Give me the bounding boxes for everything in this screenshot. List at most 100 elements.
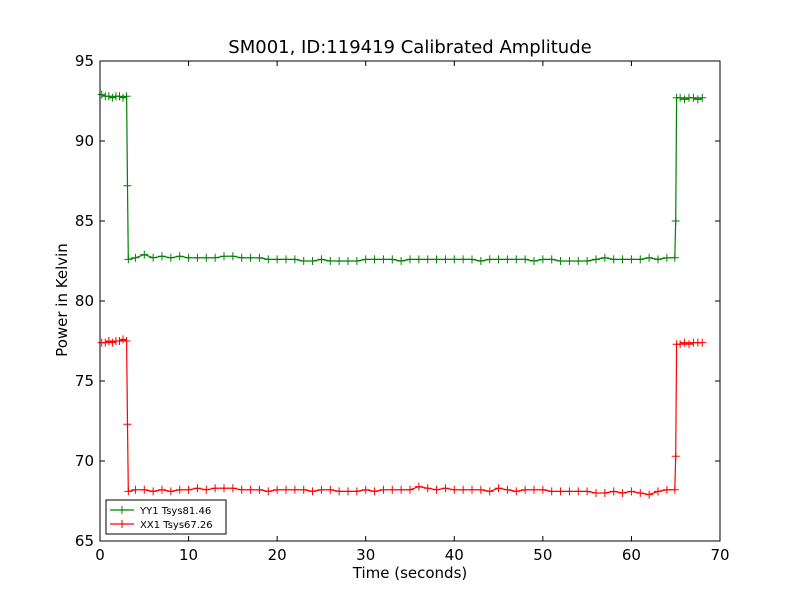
legend-label: YY1 Tsys81.46 [139, 506, 211, 517]
data-point [246, 253, 255, 262]
data-point [636, 255, 645, 264]
data-point [494, 484, 503, 493]
data-point [671, 217, 680, 225]
data-point [335, 257, 344, 265]
data-point [308, 487, 317, 496]
y-tick-label: 75 [75, 372, 94, 390]
data-point [680, 95, 689, 104]
x-tick-label: 20 [268, 546, 287, 564]
data-point [149, 253, 158, 262]
data-point [379, 255, 388, 264]
legend-marker [118, 520, 126, 528]
data-point [202, 253, 211, 262]
data-point [609, 487, 618, 496]
data-point [379, 485, 388, 494]
data-point [282, 485, 290, 494]
data-point [97, 90, 106, 99]
data-point [122, 92, 131, 101]
data-point [184, 253, 193, 262]
data-point [290, 485, 299, 494]
data-point [645, 490, 654, 499]
data-point [237, 253, 246, 262]
data-point [414, 255, 423, 264]
x-tick-label: 60 [622, 546, 641, 564]
data-point [450, 485, 459, 494]
data-point [521, 485, 530, 494]
data-point [326, 485, 335, 494]
data-point [108, 93, 117, 102]
data-point [299, 257, 308, 265]
data-point [530, 485, 538, 494]
x-tick-label: 30 [356, 546, 375, 564]
y-tick-label: 95 [75, 52, 94, 70]
data-point [123, 420, 132, 429]
data-point [547, 255, 556, 264]
data-point [494, 255, 503, 264]
data-point [600, 489, 609, 497]
y-tick-label: 80 [75, 292, 94, 310]
data-point [654, 487, 662, 496]
data-point [211, 484, 220, 493]
data-point [670, 253, 679, 262]
x-tick-label: 10 [179, 546, 198, 564]
data-point [115, 337, 124, 345]
data-point [662, 253, 671, 262]
data-point [685, 340, 693, 349]
data-point [538, 255, 547, 264]
data-point [264, 487, 273, 496]
data-point [397, 257, 406, 265]
data-point [609, 255, 618, 264]
data-point [228, 484, 237, 493]
data-point [220, 484, 228, 493]
data-point [592, 489, 600, 497]
data-point [503, 255, 512, 264]
data-point [600, 253, 609, 262]
data-point [326, 257, 335, 265]
x-tick-label: 70 [710, 546, 729, 564]
data-point [140, 485, 149, 494]
data-point [290, 255, 299, 264]
data-point [124, 487, 133, 496]
y-tick-label: 65 [75, 532, 94, 550]
data-point [166, 487, 175, 496]
data-point [211, 253, 220, 262]
series-1 [97, 335, 707, 499]
data-point [220, 252, 228, 261]
data-point [158, 252, 166, 261]
data-point [485, 255, 494, 264]
data-point [175, 252, 184, 261]
data-point [108, 338, 117, 347]
data-point [124, 255, 133, 264]
data-point [344, 257, 352, 265]
x-tick-label: 40 [445, 546, 464, 564]
x-tick-label: 0 [95, 546, 105, 564]
data-point [119, 335, 128, 344]
data-point [645, 253, 654, 262]
data-point [397, 485, 406, 494]
data-point [104, 92, 113, 101]
data-point [264, 255, 273, 264]
data-point [676, 93, 685, 102]
data-point [583, 487, 592, 496]
data-point [459, 255, 468, 264]
data-point [193, 253, 202, 262]
data-point [228, 252, 237, 261]
data-point [538, 485, 547, 494]
data-point [512, 255, 521, 264]
data-point [299, 485, 308, 494]
legend-marker [118, 506, 126, 514]
data-point [246, 485, 255, 494]
data-point [476, 257, 485, 265]
data-point [636, 489, 645, 497]
data-point [565, 257, 574, 265]
data-point [618, 489, 627, 497]
data-point [175, 485, 184, 494]
data-point [317, 485, 326, 494]
data-point [115, 92, 124, 101]
data-point [556, 487, 565, 496]
data-point [166, 253, 175, 262]
data-point [335, 487, 344, 496]
data-point [361, 255, 370, 264]
data-point [255, 485, 264, 494]
